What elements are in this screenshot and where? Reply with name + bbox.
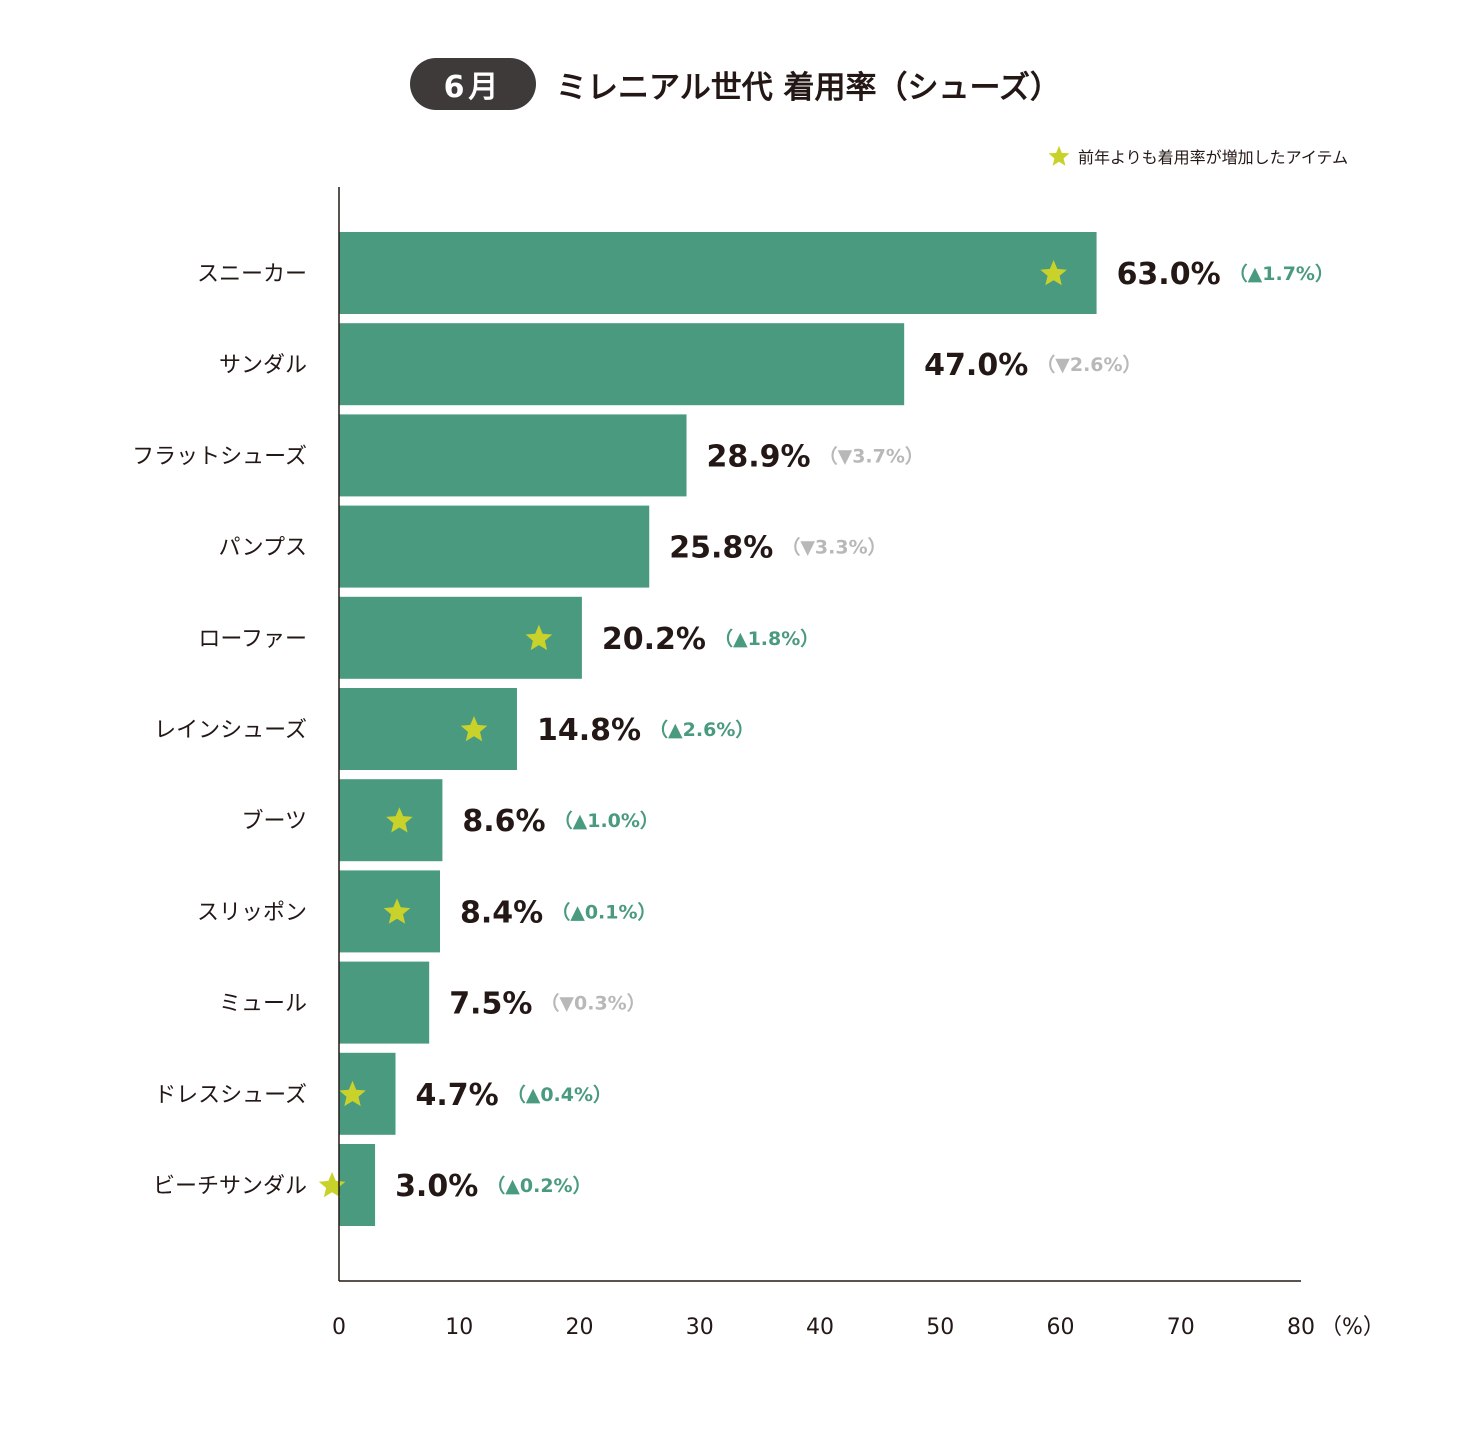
value-label: 8.6% xyxy=(462,804,545,839)
value-label: 8.4% xyxy=(460,895,543,930)
bar xyxy=(339,1144,376,1226)
change-label: （▲2.6%） xyxy=(649,718,754,741)
star-icon xyxy=(1048,145,1070,166)
category-label: パンプス xyxy=(219,536,307,561)
star-icon xyxy=(1040,260,1067,286)
change-label: （▲1.0%） xyxy=(554,809,659,832)
bar xyxy=(339,323,905,406)
x-tick-label: 70 xyxy=(1167,1315,1195,1340)
category-label: サンダル xyxy=(219,353,307,378)
change-label: （▲0.4%） xyxy=(507,1083,612,1106)
value-label: 47.0% xyxy=(924,348,1028,383)
star-icon xyxy=(339,1080,366,1107)
category-label: ローファー xyxy=(198,627,307,652)
bar xyxy=(339,688,517,770)
x-tick-label: 60 xyxy=(1047,1315,1075,1340)
value-label: 28.9% xyxy=(707,439,811,474)
value-label: 63.0% xyxy=(1117,257,1221,292)
category-label: ミュール xyxy=(219,992,307,1017)
star-icon xyxy=(383,898,411,924)
category-label: スリッポン xyxy=(197,900,307,925)
change-label: （▼3.7%） xyxy=(819,444,924,467)
value-label: 7.5% xyxy=(449,987,532,1022)
value-label: 3.0% xyxy=(395,1169,478,1204)
change-label: （▲0.1%） xyxy=(551,900,656,923)
bar xyxy=(339,505,650,588)
change-label: （▼2.6%） xyxy=(1036,353,1141,376)
bar xyxy=(339,961,430,1044)
value-label: 14.8% xyxy=(537,713,641,748)
star-icon xyxy=(460,716,488,742)
x-tick-label: 40 xyxy=(806,1315,834,1340)
legend-text: 前年よりも着用率が増加したアイテム xyxy=(1078,148,1349,167)
x-tick-label: 30 xyxy=(686,1315,714,1340)
category-label: ブーツ xyxy=(241,809,307,834)
value-label: 20.2% xyxy=(602,622,706,657)
category-label: スニーカー xyxy=(197,262,307,287)
star-icon xyxy=(386,807,413,833)
bar xyxy=(339,232,1097,314)
change-label: （▲0.2%） xyxy=(486,1174,591,1197)
x-tick-label: 20 xyxy=(566,1315,594,1340)
change-label: （▼3.3%） xyxy=(781,536,886,559)
month-badge: 6月 xyxy=(410,58,536,110)
change-label: （▼0.3%） xyxy=(540,992,645,1015)
value-label: 25.8% xyxy=(669,531,773,566)
legend: 前年よりも着用率が増加したアイテム xyxy=(1048,144,1348,168)
chart-title-text: ミレニアル世代 着用率（シューズ） xyxy=(556,69,1061,106)
category-label: ビーチサンダル xyxy=(153,1174,307,1199)
change-label: （▲1.7%） xyxy=(1229,262,1334,285)
x-tick-label: 80 xyxy=(1287,1315,1315,1340)
value-label: 4.7% xyxy=(416,1078,499,1113)
change-label: （▲1.8%） xyxy=(714,627,819,650)
bar xyxy=(339,414,687,497)
x-tick-label: 10 xyxy=(445,1315,473,1340)
x-tick-label: 0 xyxy=(332,1315,346,1340)
chart-title: 6月 ミレニアル世代 着用率（シューズ） xyxy=(410,58,1061,110)
category-label: レインシューズ xyxy=(154,718,307,743)
x-tick-label: 50 xyxy=(926,1315,954,1340)
star-icon xyxy=(525,624,553,651)
category-label: ドレスシューズ xyxy=(154,1083,307,1108)
x-axis-unit: （%） xyxy=(1320,1315,1385,1340)
category-label: フラットシューズ xyxy=(132,444,307,469)
